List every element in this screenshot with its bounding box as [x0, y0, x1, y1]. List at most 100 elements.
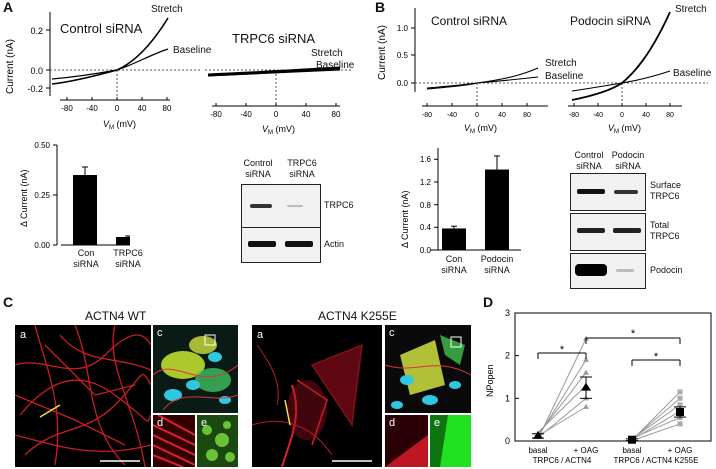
a-ytick-1: 0.2 [30, 26, 43, 36]
d-ytick-1: 1 [505, 393, 510, 403]
panel-b-traces: 1.0 0.5 0.0 Current (nA) -80 -40 0 40 80… [377, 8, 708, 135]
a-left-stretch-label: Stretch [151, 4, 183, 15]
b-xtick-l4: 40 [498, 112, 506, 119]
b-xtick-r2: -40 [593, 112, 603, 119]
c-wt-merge-image [153, 325, 238, 413]
c-wt-zoom-green [197, 415, 238, 467]
a-xtick-l4: 40 [138, 104, 147, 113]
a-right-stretch-label: Stretch [311, 48, 343, 59]
a-bar-ylabel: Δ Current (nA) [19, 169, 29, 227]
b-bar-ytick-1: 0.0 [420, 246, 432, 255]
b-blot-row-1: Surface TRPC6 [650, 180, 682, 201]
b-blot-surface-trpc6 [570, 173, 646, 211]
a-ylabel: Current (nA) [5, 39, 16, 94]
b-blot-col-2: Podocin siRNA [611, 150, 645, 171]
d-mean-2 [581, 382, 591, 391]
c-wt-actin-image [15, 325, 151, 467]
b-blot-total-trpc6 [570, 213, 646, 251]
d-point [583, 403, 589, 409]
b-blot-col-1: Control siRNA [574, 150, 604, 171]
b-xtick-r4: 40 [642, 112, 650, 119]
panel-d-chart: 0 1 2 3 NPopen * * * basal + OAG basal + OA… [485, 308, 712, 465]
a-right-baseline-label: Baseline [316, 60, 355, 71]
d-xcat-2: + OAG [574, 446, 599, 455]
b-xtick-l1: -80 [422, 112, 432, 119]
d-sig-2: * [654, 351, 659, 363]
d-xcat-4: + OAG [668, 446, 693, 455]
d-point [677, 421, 683, 427]
panel-d-letter: D [483, 294, 494, 310]
a-xtick-l5: 80 [163, 104, 172, 113]
b-right-stretch-label: Stretch [675, 4, 707, 15]
a-bar-1 [73, 175, 97, 245]
c-wt-title: ACTN4 WT [85, 309, 147, 323]
a-blot-row-2: Actin [324, 239, 345, 249]
b-ytick-1: 1.0 [397, 24, 409, 33]
b-bar-ylabel: Δ Current (nA) [400, 190, 410, 248]
c-wt-sub-a: a [20, 329, 27, 341]
a-trpc6-stretch-trace [207, 66, 341, 77]
d-xcat-1: basal [528, 446, 547, 455]
d-pair-line [537, 338, 587, 440]
a-blot-trpc6 [241, 184, 321, 228]
d-group-2: TRPC6 / ACTN4 K255E [614, 456, 699, 465]
a-xtick-r3: 0 [274, 110, 279, 119]
d-ylabel: NPopen [485, 364, 495, 397]
panel-a-letter: A [3, 0, 14, 15]
a-xtick-r1: -80 [210, 110, 222, 119]
b-ytick-2: 0.5 [397, 51, 409, 60]
b-xtick-l5: 80 [523, 112, 531, 119]
b-blot-row-3: Podocin [650, 265, 683, 275]
b-xlabel-right: VM (mV) [608, 123, 641, 135]
b-bar-1 [442, 228, 466, 250]
d-ytick-0: 0 [505, 436, 510, 446]
c-mut-sub-a: a [257, 329, 264, 341]
c-mut-sub-c: c [389, 327, 395, 339]
b-left-title: Control siRNA [431, 14, 508, 28]
a-blot-col-1: Control siRNA [243, 158, 273, 179]
c-wt-zoom-red [153, 415, 195, 467]
b-ylabel: Current (nA) [377, 25, 388, 80]
panel-a-bar-chart: 0.00 0.25 0.50 Δ Current (nA) [19, 141, 130, 250]
a-xlabel-left: VM (mV) [103, 119, 136, 131]
d-pair-line [631, 423, 681, 442]
b-xtick-r3: 0 [620, 112, 624, 119]
a-bar-cat-1: Con siRNA [73, 248, 99, 269]
c-wt-sub-e: e [201, 417, 208, 429]
b-bar-cat-2: Podocin siRNA [480, 254, 514, 275]
b-bar-ytick-3: 0.8 [420, 201, 432, 210]
a-ytick-2: 0.0 [30, 66, 43, 76]
a-blot-row-1: TRPC6 [324, 200, 354, 210]
d-sig-1: * [560, 344, 565, 356]
a-trpc6-baseline-trace [207, 69, 341, 77]
b-xlabel-left: VM (mV) [464, 123, 497, 135]
d-mean-3 [628, 435, 636, 444]
a-left-title: Control siRNA [60, 21, 143, 36]
panel-a-traces: 0.2 0.0 -0.2 Current (nA) -80 -40 0 40 8… [5, 12, 352, 136]
b-podocin-baseline-trace [571, 70, 671, 92]
a-xtick-r4: 40 [302, 110, 311, 119]
b-bar-ytick-5: 1.6 [420, 155, 432, 164]
d-ytick-2: 2 [505, 351, 510, 361]
panel-b-bar-chart: 0.0 0.4 0.8 1.2 1.6 Δ Current (nA) [400, 148, 521, 255]
c-mut-sub-e: e [434, 417, 441, 429]
c-mut-zoom-green [430, 415, 471, 467]
b-bar-2 [485, 169, 509, 250]
a-xlabel-right: VM (mV) [262, 124, 295, 136]
a-xtick-l2: -40 [86, 104, 98, 113]
b-left-stretch-label: Stretch [545, 58, 577, 69]
d-xcat-3: basal [622, 446, 641, 455]
a-bar-ytick-1: 0.00 [34, 241, 50, 250]
b-right-baseline-label: Baseline [673, 68, 712, 79]
a-blot-actin [241, 227, 321, 263]
d-point [677, 402, 683, 408]
d-point [677, 395, 683, 401]
a-bar-ytick-3: 0.50 [34, 141, 50, 150]
a-ytick-3: -0.2 [27, 84, 43, 94]
d-mean-1 [533, 430, 543, 439]
a-xtick-r2: -40 [240, 110, 252, 119]
c-mut-actin-image [252, 325, 382, 467]
d-pair-line [537, 385, 587, 433]
panel-b-letter: B [375, 0, 386, 15]
panel-c-letter: C [3, 294, 14, 310]
